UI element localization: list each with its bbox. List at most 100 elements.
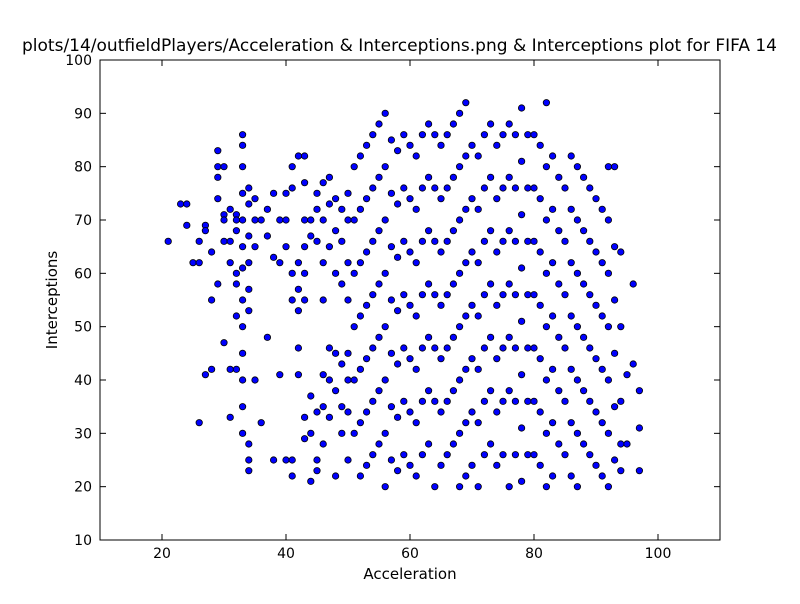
data-point <box>319 403 327 411</box>
data-point <box>350 163 358 171</box>
data-point <box>635 467 644 475</box>
data-point <box>307 392 315 400</box>
data-point <box>375 173 383 181</box>
data-point <box>381 163 389 171</box>
data-point <box>586 291 594 299</box>
data-point <box>431 184 439 192</box>
data-point <box>214 173 222 181</box>
data-point <box>424 280 433 288</box>
data-point <box>400 344 408 352</box>
data-point <box>418 451 426 459</box>
data-point <box>381 323 389 331</box>
data-point <box>493 408 501 416</box>
data-point <box>573 429 582 437</box>
data-point <box>530 237 538 245</box>
data-point <box>393 253 402 261</box>
data-point <box>424 173 433 181</box>
data-point <box>400 397 408 405</box>
data-point <box>604 376 613 384</box>
data-point <box>573 163 582 171</box>
data-point <box>294 152 302 160</box>
data-point <box>592 195 600 203</box>
data-point <box>325 376 333 384</box>
data-point <box>505 333 513 341</box>
data-point <box>468 248 476 256</box>
data-point <box>437 461 445 469</box>
data-point <box>517 211 526 219</box>
data-point <box>567 419 575 427</box>
data-point <box>239 403 247 411</box>
data-point <box>245 467 253 475</box>
y-tick-label: 50 <box>74 320 92 336</box>
data-point <box>511 397 520 405</box>
data-point <box>604 163 613 171</box>
data-point <box>443 291 451 299</box>
data-point <box>338 280 346 288</box>
data-point <box>586 344 594 352</box>
data-point <box>536 141 544 149</box>
x-tick-label: 80 <box>525 546 543 562</box>
data-point <box>431 397 439 405</box>
data-point <box>424 387 433 395</box>
data-point <box>220 339 228 347</box>
data-point <box>300 296 309 304</box>
data-point <box>239 189 247 197</box>
data-point <box>610 296 619 304</box>
data-point <box>468 355 476 363</box>
data-point <box>325 344 333 352</box>
data-point <box>177 200 185 208</box>
data-point <box>369 291 377 299</box>
data-point <box>449 333 457 341</box>
data-point <box>300 269 309 277</box>
data-point <box>418 344 426 352</box>
data-point <box>350 376 358 384</box>
data-point <box>189 259 197 267</box>
data-point <box>393 147 402 155</box>
data-point <box>579 280 588 288</box>
data-point <box>530 451 538 459</box>
data-point <box>548 419 557 427</box>
data-point <box>462 152 470 160</box>
data-point <box>375 440 383 448</box>
data-point <box>524 451 532 459</box>
data-point <box>542 163 551 171</box>
data-point <box>493 301 501 309</box>
data-point <box>251 216 259 224</box>
data-point <box>307 477 315 485</box>
data-point <box>573 483 582 491</box>
data-point <box>276 259 284 267</box>
data-point <box>393 307 402 315</box>
data-point <box>214 195 222 203</box>
data-point <box>424 227 433 235</box>
data-point <box>245 200 253 208</box>
data-point <box>486 280 495 288</box>
data-point <box>617 323 625 331</box>
data-point <box>517 477 526 485</box>
data-point <box>300 243 309 251</box>
data-point <box>443 451 451 459</box>
data-point <box>455 163 464 171</box>
data-point <box>431 291 439 299</box>
data-point <box>387 403 395 411</box>
data-point <box>511 237 520 245</box>
data-point <box>282 243 290 251</box>
data-point <box>561 397 569 405</box>
data-point <box>356 419 364 427</box>
data-point <box>517 317 526 325</box>
data-point <box>610 349 619 357</box>
data-point <box>226 237 234 245</box>
data-point <box>245 232 253 240</box>
data-point <box>406 248 414 256</box>
data-point <box>381 376 389 384</box>
data-point <box>493 141 501 149</box>
data-point <box>220 237 228 245</box>
data-point <box>604 429 613 437</box>
data-point <box>455 269 464 277</box>
data-point <box>555 173 563 181</box>
data-point <box>263 205 271 213</box>
data-point <box>480 131 488 139</box>
data-point <box>561 237 569 245</box>
data-point <box>195 237 203 245</box>
data-point <box>499 237 507 245</box>
data-point <box>381 216 389 224</box>
